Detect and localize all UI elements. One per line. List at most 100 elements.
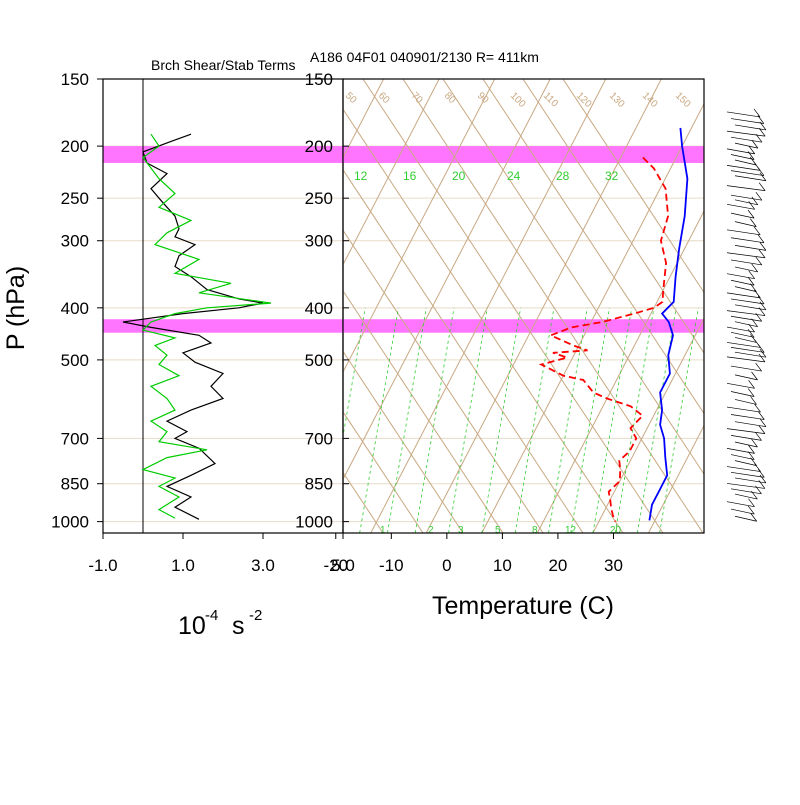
left-panel-title: Brch Shear/Stab Terms xyxy=(151,57,295,73)
wind-barb-flag-820 xyxy=(758,469,765,478)
wind-barb-700 xyxy=(730,435,762,441)
wind-barb-flag-720 xyxy=(751,438,758,448)
wind-barb-255 xyxy=(734,199,758,206)
mixing-line-11 xyxy=(636,307,677,533)
wind-barb-flag-230 xyxy=(759,172,767,181)
right-ytick-label-400: 400 xyxy=(305,299,333,318)
wind-barb-250 xyxy=(730,194,762,201)
wind-barb-flag-540 xyxy=(751,371,758,381)
shear-curve xyxy=(122,133,264,520)
left-x-label-exp: -4 xyxy=(205,607,218,624)
mixing-line-9 xyxy=(592,307,633,533)
left-ytick-label-400: 400 xyxy=(61,299,89,318)
wind-barb-880 xyxy=(730,488,762,495)
wind-barb-520 xyxy=(730,365,762,372)
dry-adiabat-2 xyxy=(343,411,424,533)
wind-barb-500 xyxy=(726,356,766,363)
mixing-ratio-lines xyxy=(343,307,699,533)
skew-t-plot-area xyxy=(343,79,704,533)
wind-barb-flag-800 xyxy=(754,463,761,472)
wind-barb-flag-175 xyxy=(753,108,761,118)
wind-barb-990 xyxy=(734,515,757,522)
right-y-ticks: 150 200 250 300 400 500 700 850 1000 xyxy=(295,70,349,532)
mixing-label-bottom-1: 1 xyxy=(380,525,386,536)
right-xtick-label--20: -20 xyxy=(323,556,348,575)
right-xtick-label-30: 30 xyxy=(604,556,623,575)
wind-barb-205 xyxy=(726,148,755,155)
wind-barb-215 xyxy=(734,159,757,166)
mixing-label-top-28: 28 xyxy=(556,169,570,183)
wind-barb-480 xyxy=(730,347,765,353)
wind-barb-410 xyxy=(726,310,766,316)
mixing-label-bottom-3: 3 xyxy=(458,525,464,536)
wind-barb-450 xyxy=(730,331,755,338)
wind-barb-flag-195 xyxy=(755,134,763,143)
dry-adiabat-7 xyxy=(343,108,624,533)
left-ytick-label-250: 250 xyxy=(61,189,89,208)
wind-barb-flag-185 xyxy=(759,121,767,131)
right-x-ticks: -20 -10 0 10 20 30 xyxy=(323,533,623,575)
dry-adiabat-13 xyxy=(562,79,704,294)
right-highlight-bands xyxy=(343,146,704,333)
left-x-ticks: -1.0 1.0 3.0 5.0 xyxy=(88,533,355,575)
right-ytick-label-200: 200 xyxy=(305,137,333,156)
wind-barb-780 xyxy=(734,460,757,466)
right-ytick-label-1000: 1000 xyxy=(295,513,333,532)
left-ytick-label-1000: 1000 xyxy=(51,513,89,532)
y-axis-label: P (hPa) xyxy=(2,266,30,350)
left-xtick-label-1.0: 1.0 xyxy=(171,556,195,575)
right-band-0 xyxy=(343,146,704,163)
wind-barb-flag-210 xyxy=(747,151,755,160)
wind-barb-820 xyxy=(730,471,765,478)
wind-barb-270 xyxy=(730,212,755,219)
wind-barb-flag-520 xyxy=(755,362,762,372)
mixing-label-top-12: 12 xyxy=(354,169,368,183)
mixing-line-12 xyxy=(659,307,699,533)
wind-barb-flag-400 xyxy=(759,301,767,311)
wind-barb-flag-225 xyxy=(757,167,765,176)
mixing-label-bottom-2: 2 xyxy=(428,525,434,536)
wind-barb-flag-250 xyxy=(755,191,763,201)
wind-barb-190 xyxy=(726,130,766,137)
mixing-label-top-20: 20 xyxy=(452,169,466,183)
right-ytick-label-250: 250 xyxy=(305,189,333,208)
wind-barb-740 xyxy=(726,448,755,454)
left-xtick-label-3.0: 3.0 xyxy=(251,556,275,575)
left-series-group xyxy=(122,133,272,520)
wind-barb-400 xyxy=(734,304,767,311)
right-ytick-label-700: 700 xyxy=(305,429,333,448)
wind-barb-720 xyxy=(734,441,758,448)
wind-barb-800 xyxy=(726,466,761,472)
dry-adiabats xyxy=(343,79,704,533)
wind-barb-flag-320 xyxy=(758,249,766,258)
wind-barb-470 xyxy=(726,342,761,348)
wind-barb-flag-200 xyxy=(751,139,759,149)
wind-barb-flag-450 xyxy=(747,329,755,338)
wind-barb-flag-280 xyxy=(750,218,757,227)
left-xtick-label--1.0: -1.0 xyxy=(88,556,117,575)
mixing-line-5 xyxy=(481,307,522,533)
wind-barb-840 xyxy=(734,477,767,484)
wind-barbs xyxy=(726,108,767,522)
dry-adiabat-9 xyxy=(402,79,704,533)
left-ytick-label-700: 700 xyxy=(61,429,89,448)
wind-barb-560 xyxy=(726,382,755,389)
wind-barb-620 xyxy=(726,406,761,413)
wind-barb-370 xyxy=(734,286,757,292)
wind-barb-flag-430 xyxy=(751,318,758,327)
wind-barb-flag-300 xyxy=(757,234,765,243)
dry-adiabat-6 xyxy=(343,168,584,533)
right-panel-frame xyxy=(342,78,705,534)
left-ytick-label-150: 150 xyxy=(61,70,89,89)
wind-barb-flag-420 xyxy=(755,313,763,322)
right-x-axis-label: Temperature (C) xyxy=(432,592,614,620)
wind-barb-420 xyxy=(730,315,762,322)
wind-barb-flag-990 xyxy=(750,513,757,522)
right-xtick-label-0: 0 xyxy=(442,556,451,575)
wind-barb-flag-270 xyxy=(747,209,755,219)
right-xtick-label-10: 10 xyxy=(493,556,512,575)
wind-barb-flag-760 xyxy=(747,451,755,460)
wind-barb-flag-700 xyxy=(755,432,762,441)
